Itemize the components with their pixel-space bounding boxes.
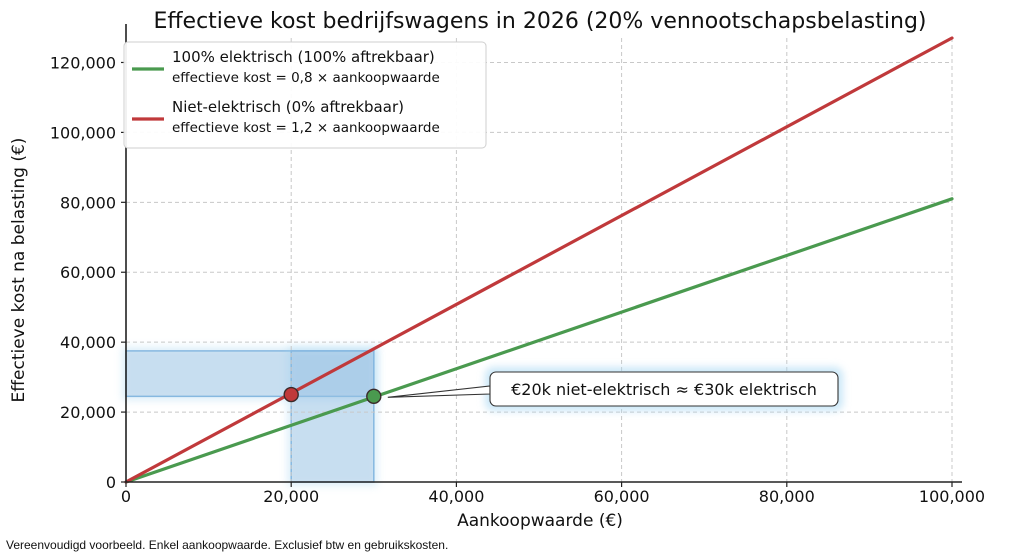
series-lines [124, 36, 954, 484]
x-tick-label-5: 100,000 [919, 487, 985, 506]
x-axis-label: Aankoopwaarde (€) [457, 511, 623, 531]
x-tick-label-0: 0 [121, 487, 131, 506]
x-ticks: 0 20,000 40,000 60,000 80,000 100,000 [121, 482, 985, 506]
y-tick-label-3: 60,000 [60, 263, 116, 282]
legend-formula-1: effectieve kost = 1,2 × aankoopwaarde [172, 120, 440, 136]
y-axis-label: Effectieve kost na belasting (€) [9, 138, 29, 403]
legend: 100% elektrisch (100% aftrekbaar) effecti… [123, 41, 487, 149]
series-line-0 [124, 197, 954, 484]
annotation-text: €20k niet-elektrisch ≈ €30k elektrisch [511, 380, 817, 399]
chart: Effectieve kost bedrijfswagens in 2026 (… [9, 9, 985, 531]
highlight-point-0 [283, 386, 299, 403]
chart-title: Effectieve kost bedrijfswagens in 2026 (… [153, 9, 926, 34]
legend-label-0: 100% elektrisch (100% aftrekbaar) [172, 48, 435, 66]
highlight-point-1 [366, 388, 382, 405]
annotation: €20k niet-elektrisch ≈ €30k elektrisch [387, 367, 843, 411]
x-tick-label-3: 60,000 [594, 487, 650, 506]
x-tick-label-1: 20,000 [263, 487, 319, 506]
annotation-box [489, 371, 839, 407]
footnote: Vereenvoudigd voorbeeld. Enkel aankoopwa… [6, 538, 449, 552]
y-tick-label-1: 20,000 [60, 403, 116, 422]
y-tick-label-4: 80,000 [60, 193, 116, 212]
y-tick-label-5: 100,000 [50, 123, 116, 142]
y-tick-label-6: 120,000 [50, 53, 116, 72]
y-ticks: 0 20,000 40,000 60,000 80,000 100,000 120,000 [50, 53, 126, 492]
series-line-1 [124, 36, 954, 484]
highlight-regions [122, 346, 378, 486]
legend-box [123, 41, 487, 149]
legend-formula-0: effectieve kost = 0,8 × aankoopwaarde [172, 70, 440, 86]
y-tick-label-2: 40,000 [60, 333, 116, 352]
y-tick-label-0: 0 [106, 473, 116, 492]
x-tick-label-4: 80,000 [759, 487, 815, 506]
legend-label-1: Niet-elektrisch (0% aftrekbaar) [172, 98, 404, 116]
highlight-points [283, 386, 382, 405]
x-tick-label-2: 40,000 [428, 487, 484, 506]
